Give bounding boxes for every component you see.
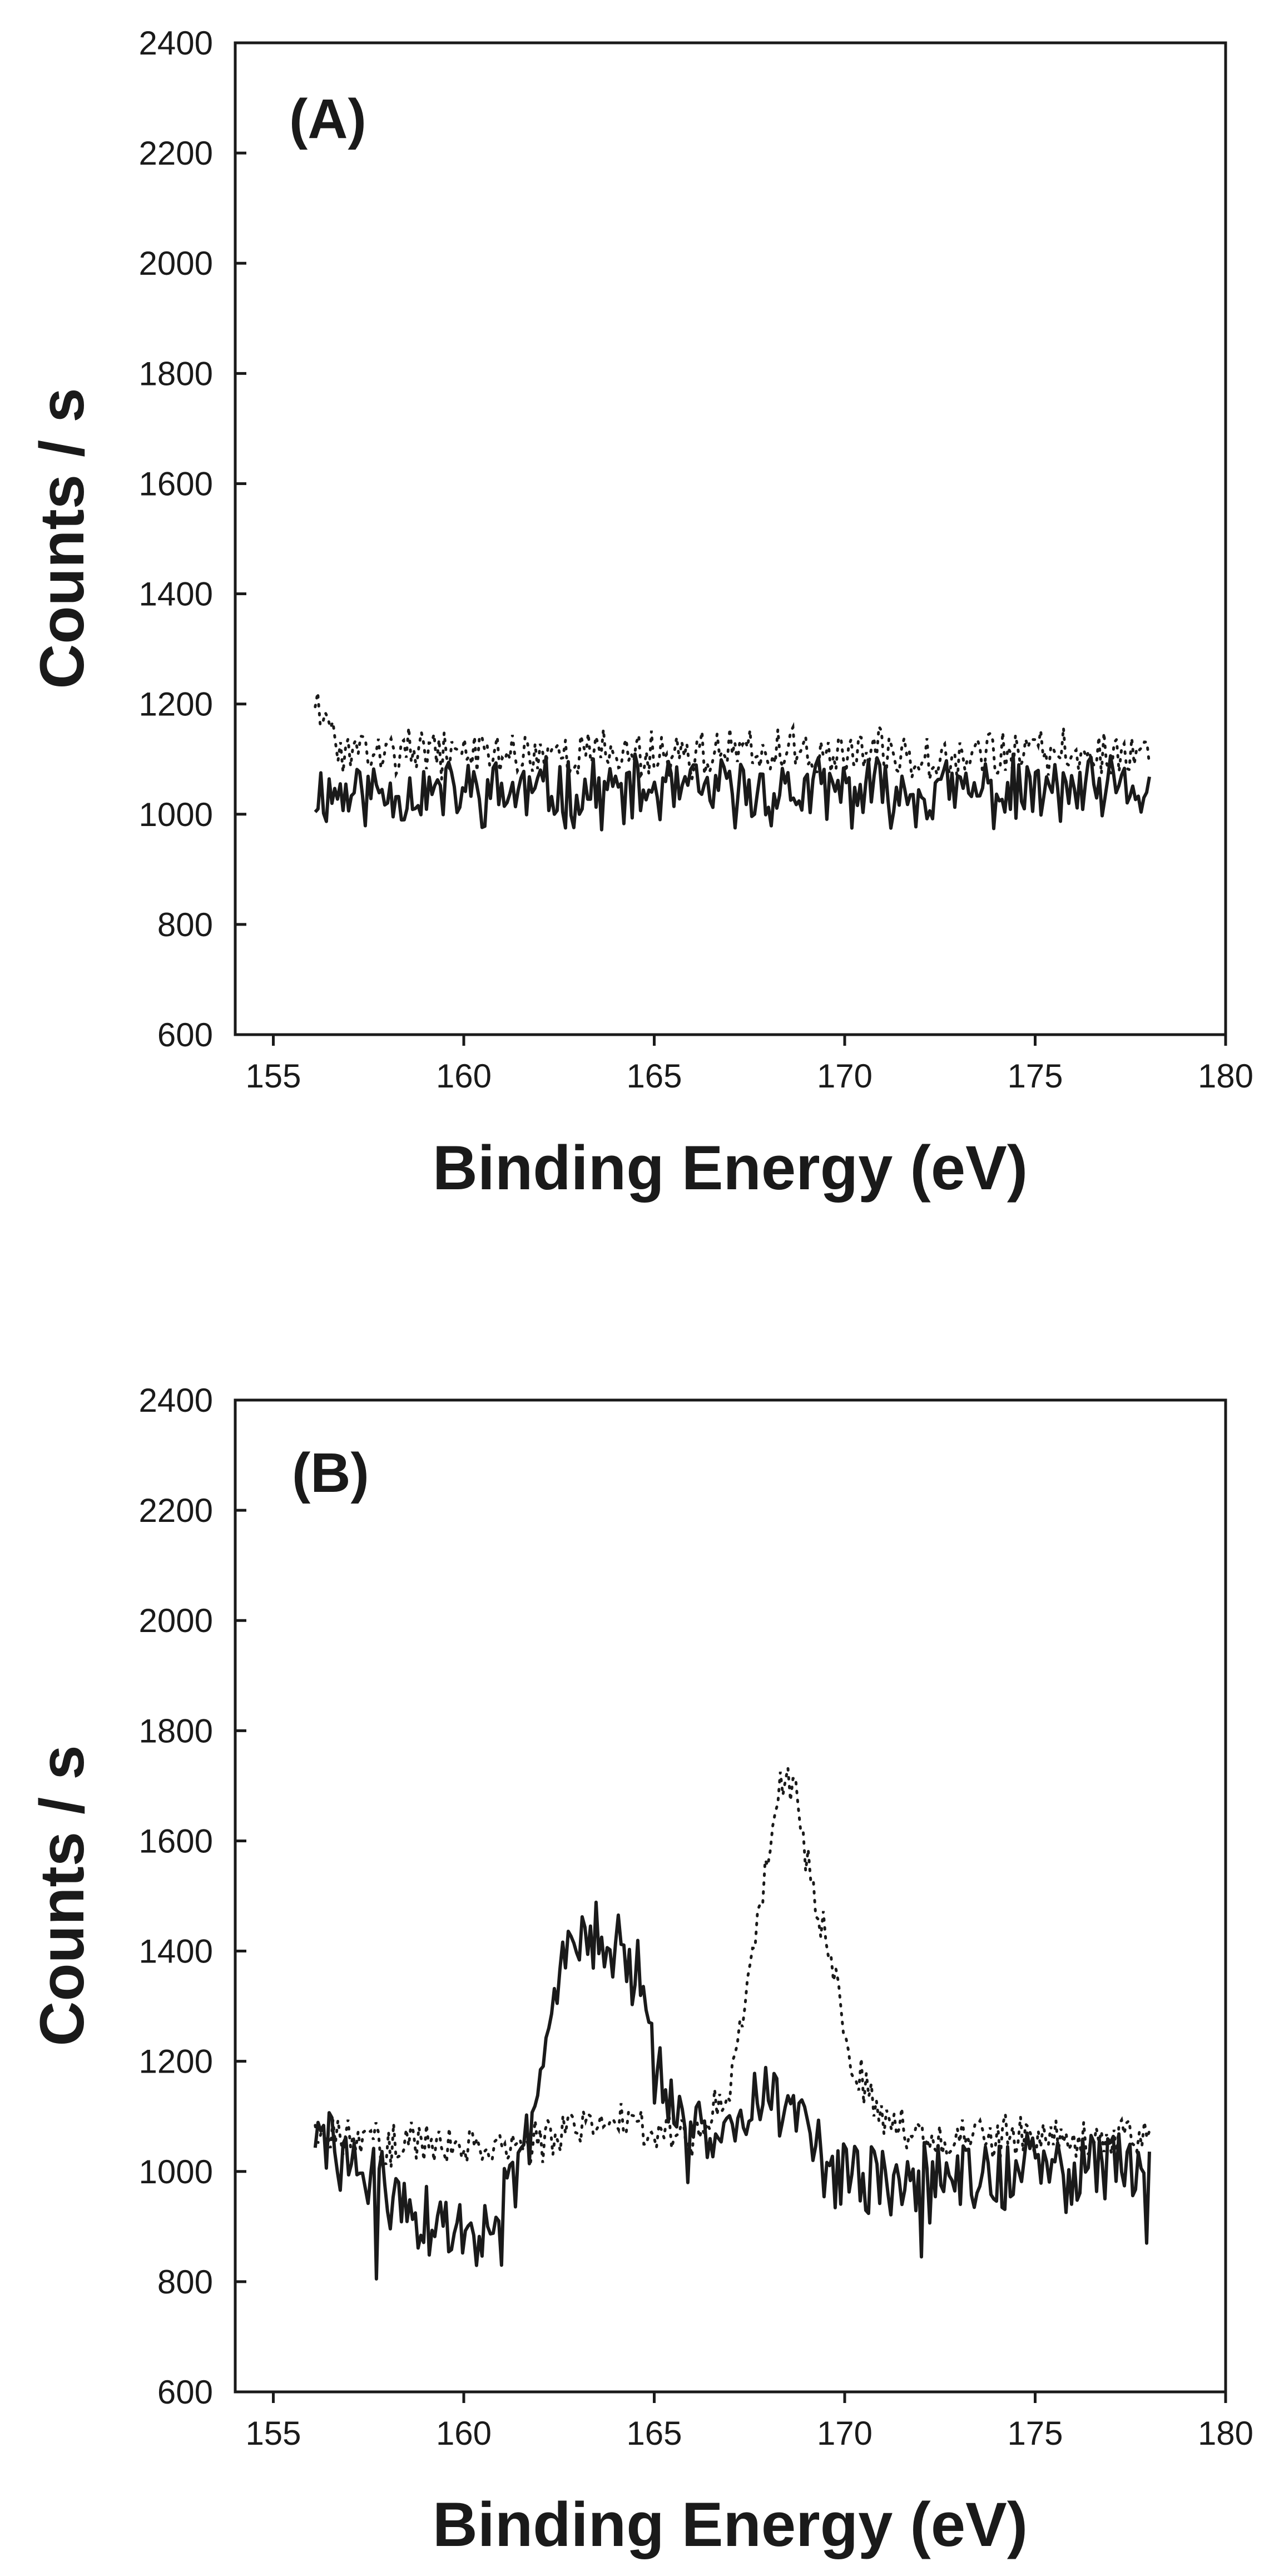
x-tick-label: 170 [817, 1057, 872, 1095]
y-tick-label: 1400 [139, 1933, 213, 1970]
series-line-solid [314, 752, 1151, 832]
series-line-dotted [314, 692, 1151, 781]
y-tick-label: 600 [157, 2374, 213, 2411]
y-tick-label: 1000 [139, 2153, 213, 2191]
panel-label: (A) [289, 88, 366, 150]
y-tick-label: 1600 [139, 465, 213, 502]
x-tick-label: 160 [436, 1057, 492, 1095]
y-tick-label: 1200 [139, 2043, 213, 2080]
x-tick-label: 160 [436, 2415, 492, 2452]
x-tick-label: 170 [817, 2415, 872, 2452]
y-tick-label: 1000 [139, 796, 213, 833]
panel-a: (A) 600 800 1000 1200 1400 1600 1800 200… [27, 24, 1253, 1203]
x-tick-label: 155 [245, 1057, 301, 1095]
y-tick-label: 2400 [139, 24, 213, 62]
y-tick-label: 1400 [139, 576, 213, 613]
panel-b: (B) 600 800 1000 1200 1400 1600 1800 200… [27, 1382, 1253, 2559]
y-tick-label: 1200 [139, 686, 213, 723]
y-tick-label: 2000 [139, 1602, 213, 1639]
y-tick-label: 800 [157, 906, 213, 943]
y-tick-label: 1800 [139, 1712, 213, 1749]
y-axis: 600 800 1000 1200 1400 1600 1800 2000 22… [139, 24, 246, 1054]
x-axis: 155 160 165 170 175 180 [245, 1035, 1253, 1095]
x-tick-label: 165 [626, 2415, 682, 2452]
x-tick-label: 175 [1007, 2415, 1063, 2452]
y-tick-label: 1600 [139, 1822, 213, 1860]
y-axis-title: Counts / s [27, 1745, 97, 2046]
x-axis-title: Binding Energy (eV) [433, 1133, 1028, 1203]
y-axis-title: Counts / s [27, 388, 97, 689]
x-axis-title: Binding Energy (eV) [433, 2490, 1028, 2559]
x-tick-label: 155 [245, 2415, 301, 2452]
plot-frame [234, 1398, 1227, 2394]
plot-frame [234, 41, 1227, 1036]
series-line-solid [313, 1900, 1151, 2281]
y-tick-label: 800 [157, 2263, 213, 2301]
y-tick-label: 2200 [139, 1492, 213, 1529]
y-tick-label: 1800 [139, 355, 213, 392]
x-axis: 155 160 165 170 175 180 [245, 2392, 1253, 2452]
x-tick-label: 175 [1007, 1057, 1063, 1095]
y-tick-label: 2200 [139, 135, 213, 172]
x-tick-label: 180 [1198, 2415, 1253, 2452]
x-tick-label: 165 [626, 1057, 682, 1095]
panel-label: (B) [292, 1442, 369, 1504]
series-line-dotted [314, 1767, 1151, 2168]
x-tick-label: 180 [1198, 1057, 1253, 1095]
y-tick-label: 2400 [139, 1382, 213, 1419]
y-axis: 600 800 1000 1200 1400 1600 1800 2000 22… [139, 1382, 246, 2411]
y-tick-label: 600 [157, 1016, 213, 1054]
y-tick-label: 2000 [139, 245, 213, 282]
